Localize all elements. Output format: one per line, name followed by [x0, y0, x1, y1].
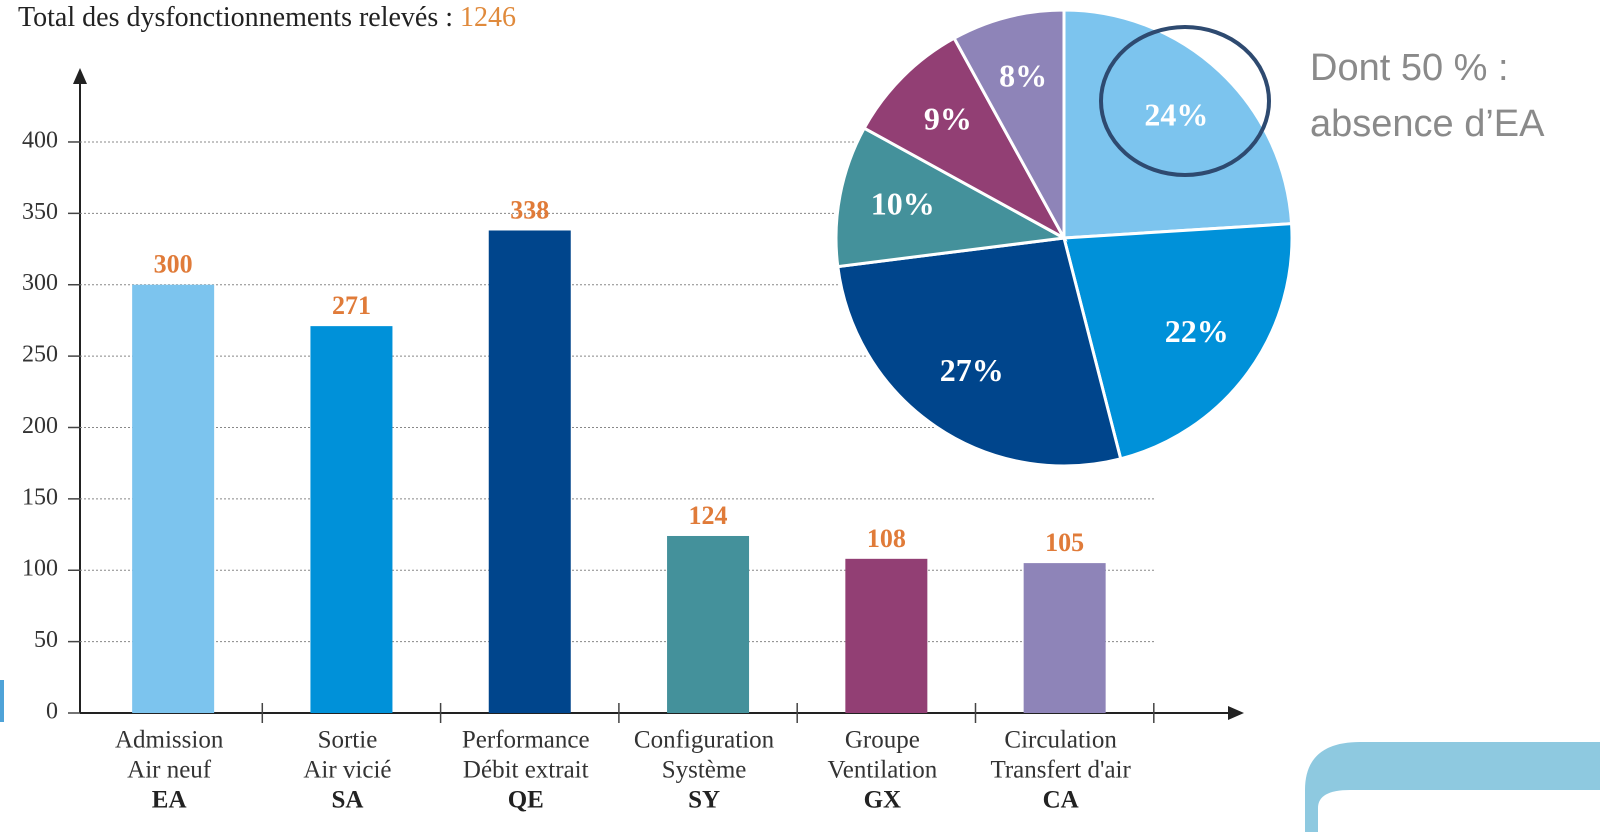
x-tick-code: SY	[688, 787, 720, 814]
x-tick-code: EA	[152, 787, 187, 814]
bar	[488, 230, 571, 714]
annotation: Dont 50 % :	[1310, 47, 1509, 89]
x-tick-label: Admission	[115, 727, 224, 754]
y-tick-label: 100	[22, 556, 58, 582]
pie-label: 22%	[1165, 313, 1229, 349]
x-tick-label: Performance	[462, 727, 590, 754]
pie-slice	[952, 8, 1066, 239]
x-tick-label: Circulation	[1004, 727, 1117, 754]
bar	[1023, 563, 1106, 713]
pie-slice	[834, 126, 1069, 269]
x-tick-code: QE	[508, 787, 544, 814]
x-tick-label: Air neuf	[127, 757, 212, 784]
value-label: 105	[1045, 528, 1084, 557]
value-label: 271	[332, 291, 371, 320]
title-total: 1246	[460, 2, 516, 33]
chart-title: Total des dysfonctionnements relevés : 1…	[18, 2, 516, 33]
value-label: 108	[867, 524, 906, 553]
pie-slice	[1062, 8, 1294, 240]
y-tick-label: 300	[22, 270, 58, 296]
pie-slice	[862, 36, 1068, 242]
y-tick-label: 250	[22, 342, 58, 368]
x-tick-label: Ventilation	[827, 757, 937, 784]
x-tick-code: SA	[331, 787, 363, 814]
x-tick-label: Débit extrait	[463, 757, 589, 784]
y-tick-label: 350	[22, 199, 58, 225]
title-text: Total des dysfonctionnements relevés :	[18, 2, 460, 33]
x-tick-label: Configuration	[634, 727, 775, 754]
pie-label: 8%	[999, 57, 1047, 93]
bar	[667, 535, 750, 713]
x-tick-label: Transfert d'air	[990, 757, 1131, 784]
y-tick-label: 200	[22, 413, 58, 439]
bar	[310, 326, 393, 713]
annotation: absence d’EA	[1310, 103, 1545, 145]
value-label: 124	[689, 501, 728, 530]
highlight-circle	[1099, 25, 1271, 177]
pie-label: 27%	[940, 352, 1004, 388]
y-tick-label: 400	[22, 127, 58, 153]
y-tick-label: 0	[46, 699, 58, 725]
bar	[845, 558, 928, 713]
x-tick-label: Système	[662, 757, 747, 784]
value-label: 338	[510, 195, 549, 224]
y-axis-arrow	[73, 68, 87, 84]
x-tick-code: CA	[1043, 787, 1079, 814]
x-tick-code: GX	[864, 787, 902, 814]
decor-line	[0, 680, 4, 722]
pie-label: 10%	[871, 186, 935, 222]
bar	[132, 284, 215, 713]
y-tick-label: 150	[22, 484, 58, 510]
x-axis-arrow	[1228, 706, 1244, 720]
pie-label: 9%	[924, 100, 972, 136]
x-tick-label: Groupe	[845, 727, 920, 754]
decor-shape-inner	[1318, 790, 1600, 832]
pie-slice	[836, 236, 1123, 468]
value-label: 300	[154, 250, 193, 279]
pie-label: 24%	[1144, 97, 1208, 133]
pie-slice	[1062, 222, 1294, 461]
y-tick-label: 50	[34, 627, 58, 653]
x-tick-label: Sortie	[318, 727, 378, 754]
x-tick-label: Air vicié	[303, 757, 391, 784]
